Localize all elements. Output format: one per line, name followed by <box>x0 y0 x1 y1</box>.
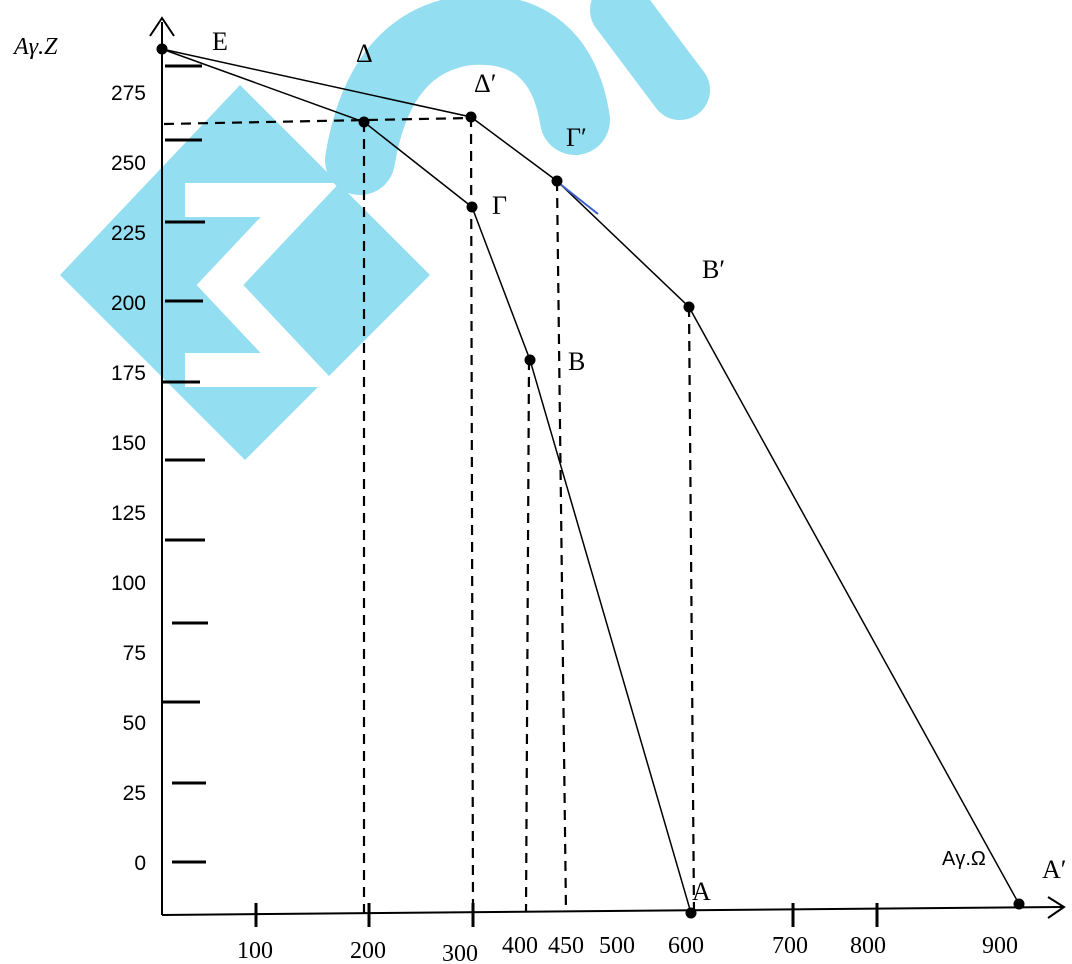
point-label: B <box>568 347 585 376</box>
y-tick-label: 225 <box>111 222 146 245</box>
dashed-guide <box>471 117 473 910</box>
data-point <box>1014 899 1025 910</box>
y-tick-label: 250 <box>111 152 146 175</box>
x-tick-label: 400 <box>502 933 538 959</box>
point-label: Γ <box>492 191 507 220</box>
point-label: Δ′ <box>474 69 496 98</box>
x-tick-label: 600 <box>668 933 704 959</box>
point-label: Δ <box>356 39 373 68</box>
y-tick-label: 175 <box>111 362 146 385</box>
data-point <box>467 202 478 213</box>
x-tick-label: 200 <box>350 938 386 964</box>
dashed-guide <box>557 181 566 912</box>
x-tick-label: 100 <box>237 938 273 964</box>
point-label: E <box>212 27 228 56</box>
data-point <box>359 117 370 128</box>
point-label: Γ′ <box>566 123 587 152</box>
y-tick-label: 75 <box>123 642 146 665</box>
y-tick-label: 150 <box>111 432 146 455</box>
highlight-segment <box>560 184 598 214</box>
x-tick-label: 450 <box>548 933 584 959</box>
point-label: A <box>692 877 711 906</box>
y-tick-label: 25 <box>123 782 146 805</box>
y-tick-label: 275 <box>111 82 146 105</box>
data-point <box>157 44 168 55</box>
x-tick-label: 500 <box>599 933 635 959</box>
x-tick-label: 700 <box>772 933 808 959</box>
y-tick-label: 125 <box>111 502 146 525</box>
data-point <box>552 176 563 187</box>
watermark-logo <box>60 10 680 460</box>
x-tick-label: 300 <box>442 941 478 964</box>
data-point <box>525 355 536 366</box>
x-axis-end-label: Aγ.Ω <box>942 848 986 870</box>
y-tick-label: 200 <box>111 292 146 315</box>
data-point <box>686 908 697 919</box>
y-tick-label: 100 <box>111 572 146 595</box>
dashed-guide <box>526 360 529 912</box>
x-axis <box>162 907 1062 915</box>
point-label: A′ <box>1042 855 1066 884</box>
data-point <box>466 112 477 123</box>
x-tick-label: 900 <box>982 933 1018 959</box>
x-tick-label: 800 <box>850 933 886 959</box>
y-axis-label: Aγ.Z <box>12 34 58 60</box>
y-tick-label: 50 <box>123 712 146 735</box>
data-point <box>684 302 695 313</box>
point-label: B′ <box>702 255 725 284</box>
dashed-guide <box>689 307 694 912</box>
x-ticks: 100 200 300 400 450 500 600 700 800 900 <box>237 903 1018 964</box>
y-tick-label: 0 <box>134 852 146 875</box>
